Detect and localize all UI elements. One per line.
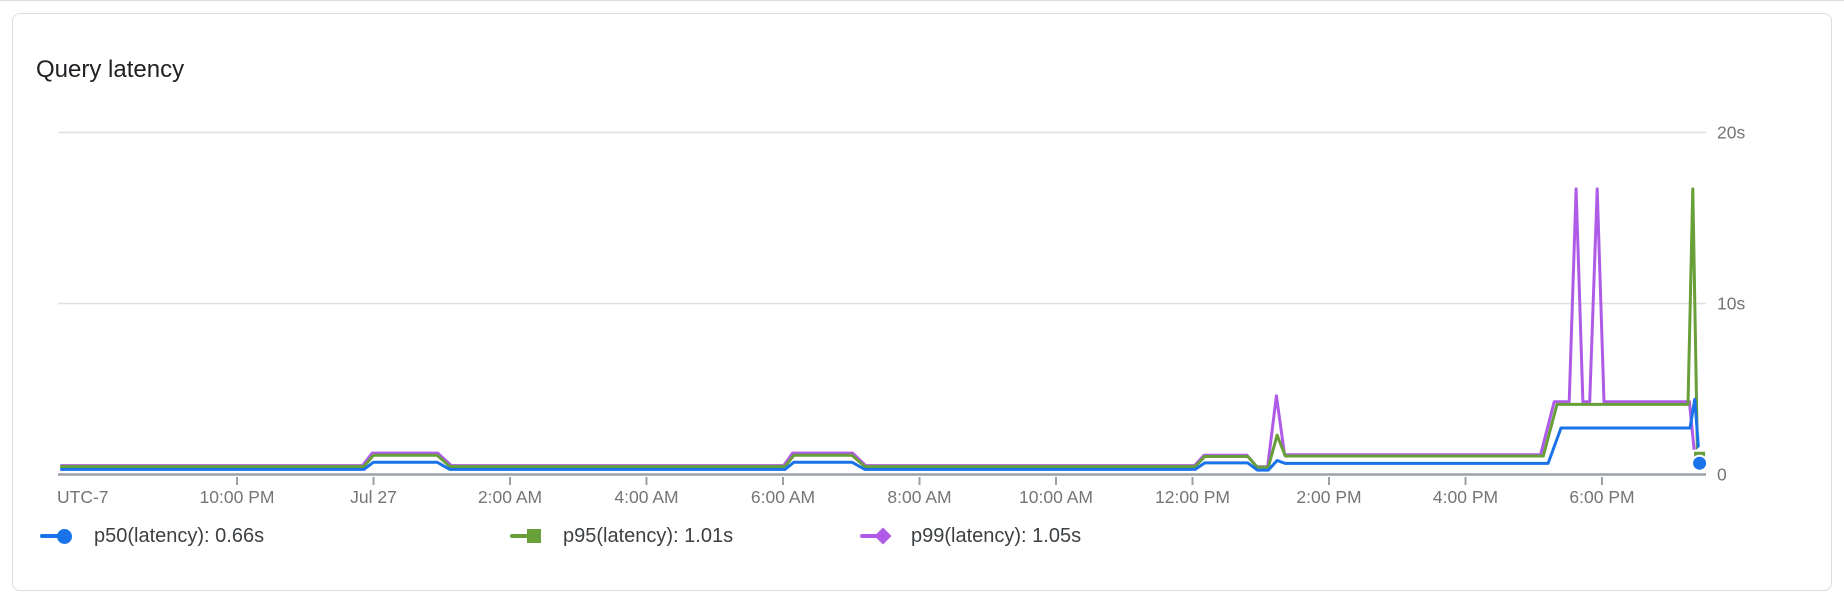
legend-item-p50[interactable]: p50(latency): 0.66s [40,522,264,550]
legend-label-p50: p50(latency): 0.66s [94,524,265,547]
x-axis-label: 10:00 AM [1019,487,1093,507]
x-axis-label: 2:00 PM [1296,487,1361,507]
x-axis-label: 6:00 AM [751,487,815,507]
x-axis-label: 4:00 PM [1433,487,1498,507]
x-axis-label: 6:00 PM [1569,487,1634,507]
x-axis-timezone-label: UTC-7 [57,487,109,507]
query-latency-card: 0 10s 20s UTC-7 10:00 PM Jul 27 2:00 AM 4:00 AM… [12,13,1832,591]
legend-label-p99: p99(latency): 1.05s [911,524,1082,547]
legend-label-p95: p95(latency): 1.01s [563,524,734,547]
chart-title: Query latency [36,56,185,83]
x-axis-label: 8:00 AM [887,487,951,507]
p99-line-marker-icon [860,534,886,538]
y-axis-label-0: 0 [1717,465,1727,485]
p95-square-icon [527,529,541,543]
x-axis-label: 4:00 AM [614,487,678,507]
x-axis-label: 10:00 PM [200,487,275,507]
legend-item-p95[interactable]: p95(latency): 1.01s [510,522,733,550]
endpoint-marker-p50 [1691,454,1709,472]
p50-circle-icon [57,528,72,544]
y-axis-label-20s: 20s [1717,123,1745,143]
p95-line-marker-icon [510,534,536,538]
top-divider [0,0,1844,1]
series-line-p95[interactable] [60,187,1700,469]
series-line-p50[interactable] [60,397,1702,472]
p50-line-marker-icon [40,534,66,538]
y-axis-label-10s: 10s [1717,294,1745,314]
x-axis-label: 2:00 AM [478,487,542,507]
p99-diamond-icon [874,527,892,545]
series-line-p99[interactable] [60,187,1700,469]
legend-item-p99[interactable]: p99(latency): 1.05s [860,522,1081,550]
x-axis-label: 12:00 PM [1155,487,1230,507]
x-axis-label: Jul 27 [350,487,397,507]
